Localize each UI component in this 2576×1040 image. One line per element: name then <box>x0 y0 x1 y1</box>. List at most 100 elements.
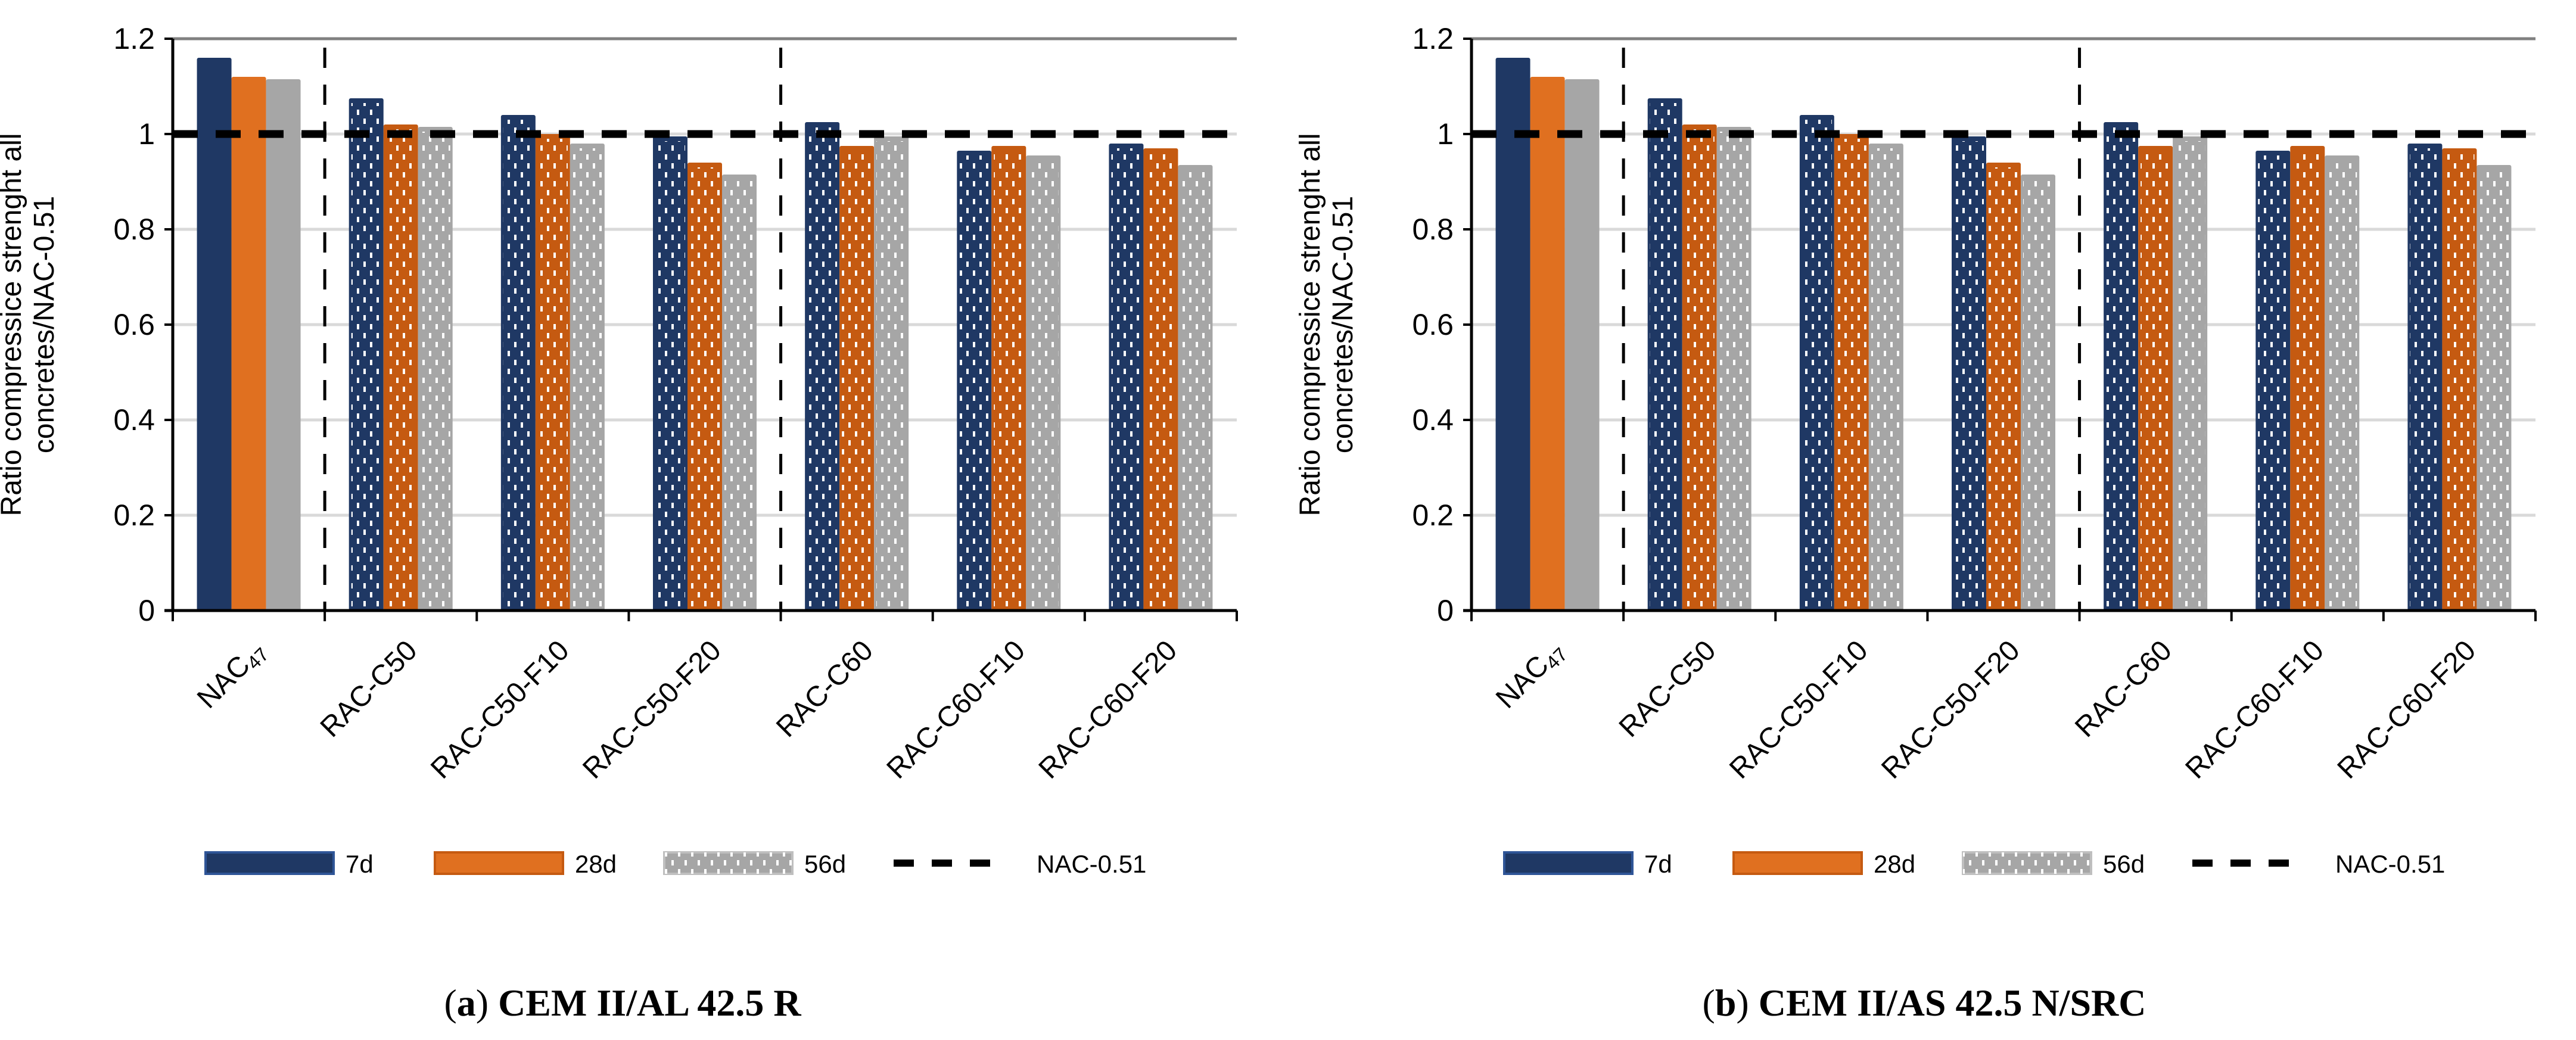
y-tick-label: 1.2 <box>113 22 155 55</box>
bar-pattern <box>1871 148 1901 611</box>
bar-pattern <box>1836 139 1866 611</box>
bar-pattern <box>1028 160 1059 611</box>
y-tick-label: 0 <box>1437 594 1454 627</box>
bar-pattern <box>1989 167 2018 611</box>
bar-pattern <box>2410 148 2440 611</box>
y-tick-label: 0.6 <box>1412 308 1454 341</box>
bar-pattern <box>351 103 381 611</box>
bar-pattern <box>655 141 685 611</box>
x-category-label: RAC-C50 <box>1613 634 1722 743</box>
legend-label: 7d <box>346 850 374 878</box>
category-name: RAC-C50 <box>1613 634 1722 743</box>
x-category-label: NAC47 <box>191 634 273 716</box>
y-tick-label: 0.4 <box>1412 403 1454 437</box>
bar-pattern <box>1650 103 1680 611</box>
legend-item-7d: 7d <box>1503 850 1672 878</box>
y-tick-label: 1.2 <box>1412 22 1454 55</box>
category-name: RAC-C50-F10 <box>425 634 575 784</box>
bar-pattern <box>1146 153 1176 611</box>
legend-label: NAC-0.51 <box>1037 850 1146 878</box>
bar-pattern <box>572 148 602 611</box>
bar-pattern <box>876 141 907 611</box>
chart-b: 0 0.2 0.4 0.6 0.8 1 1.2 NAC47 RAC-C50 RAC-C50-F10… <box>1295 22 2537 1024</box>
x-category-label: NAC47 <box>1490 634 1572 716</box>
category-name: RAC-C50-F20 <box>577 634 727 784</box>
bar-56d-NAC <box>1564 79 1600 611</box>
bar-56d-NAC <box>266 79 301 611</box>
category-name: RAC-C60-F20 <box>1033 634 1183 784</box>
y-axis-label: concretes/NAC-0.51 <box>29 196 60 453</box>
y-axis-label: concretes/NAC-0.51 <box>1327 196 1359 453</box>
caption-paren: ) <box>1736 982 1758 1024</box>
y-tick-label: 0 <box>138 594 155 627</box>
category-name: RAC-C60-F10 <box>2180 634 2330 784</box>
legend-label: 28d <box>575 850 617 878</box>
legend-label: 56d <box>2103 850 2145 878</box>
bar-28d-NAC <box>1530 77 1565 611</box>
bar-pattern <box>1111 148 1141 611</box>
x-category-label: RAC-C60 <box>770 634 879 743</box>
y-tick-label: 0.4 <box>113 403 155 437</box>
bar-pattern <box>1954 141 1984 611</box>
y-tick-label: 0.8 <box>1412 213 1454 246</box>
legend-swatch <box>204 851 335 875</box>
y-axis-label: Ratio compressice strenght all <box>0 133 27 516</box>
legend-item-reference: NAC-0.51 <box>2192 850 2445 878</box>
bar-pattern <box>1684 129 1715 611</box>
category-name: RAC-C60-F10 <box>881 634 1031 784</box>
legend-item-28d: 28d <box>434 850 617 878</box>
bar-pattern <box>690 167 720 611</box>
category-name: RAC-C60-F20 <box>2332 634 2482 784</box>
caption-paren: ( <box>444 982 456 1024</box>
chart-caption: (b) CEM II/AS 42.5 N/SRC <box>1703 982 2146 1024</box>
legend-label: 56d <box>804 850 846 878</box>
y-tick-label: 0.2 <box>113 499 155 532</box>
bar-pattern <box>2141 151 2171 611</box>
bar-pattern <box>2258 155 2288 611</box>
category-name: RAC-C60 <box>770 634 879 743</box>
bar-pattern <box>2327 160 2357 611</box>
x-category-label: RAC-C60-F20 <box>2332 634 2482 784</box>
x-category-label: RAC-C60 <box>2069 634 2178 743</box>
bar-pattern <box>1719 132 1749 611</box>
y-tick-label: 0.6 <box>113 308 155 341</box>
category-name: RAC-C60 <box>2069 634 2178 743</box>
bar-pattern <box>959 155 990 611</box>
caption-letter: b <box>1715 982 1737 1024</box>
bar-pattern <box>2175 141 2205 611</box>
y-axis-label: Ratio compressice strenght all <box>1295 133 1326 516</box>
bar-pattern <box>385 129 416 611</box>
bar-pattern <box>2023 179 2053 611</box>
chart-a: 0 0.2 0.4 0.6 0.8 1 1.2 NAC47 RAC-C50 RAC-C50-F10… <box>0 22 1238 1024</box>
bar-7d-NAC <box>1495 58 1530 611</box>
bar-7d-NAC <box>197 58 232 611</box>
bar-28d-NAC <box>231 77 266 611</box>
y-tick-label: 0.2 <box>1412 499 1454 532</box>
legend-item-56d: 56d <box>1962 850 2145 878</box>
category-name: RAC-C50-F20 <box>1875 634 2026 784</box>
x-category-label: RAC-C50-F20 <box>1875 634 2026 784</box>
bar-pattern <box>1802 120 1832 611</box>
x-category-label: RAC-C50-F20 <box>577 634 727 784</box>
legend-item-7d: 7d <box>204 850 374 878</box>
legend-swatch-pattern <box>664 852 792 874</box>
legend-label: 28d <box>1874 850 1915 878</box>
bar-pattern <box>420 132 450 611</box>
y-tick-label: 1 <box>138 117 155 151</box>
legend-item-56d: 56d <box>663 850 846 878</box>
x-category-label: RAC-C60-F10 <box>2180 634 2330 784</box>
x-category-label: RAC-C50-F10 <box>425 634 575 784</box>
legend-item-28d: 28d <box>1732 850 1915 878</box>
caption-paren: ) <box>476 982 498 1024</box>
legend-label: NAC-0.51 <box>2335 850 2445 878</box>
x-category-label: RAC-C60-F20 <box>1033 634 1183 784</box>
legend-swatch <box>434 851 564 875</box>
bar-pattern <box>1180 170 1211 611</box>
bar-pattern <box>2479 170 2509 611</box>
category-name: RAC-C50-F10 <box>1723 634 1874 784</box>
bar-pattern <box>842 151 872 611</box>
category-name: RAC-C50 <box>315 634 424 743</box>
legend-label: 7d <box>1644 850 1672 878</box>
caption-letter: a <box>457 982 476 1024</box>
